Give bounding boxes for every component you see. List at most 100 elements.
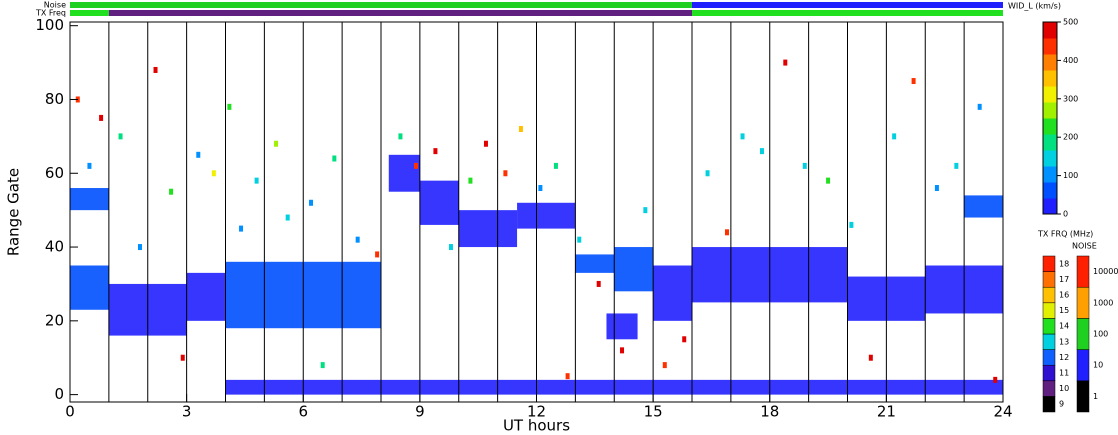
scatter-cell [274, 140, 279, 147]
strip-label: Noise [44, 1, 66, 10]
scale-label: 100 [1093, 330, 1108, 339]
scale-label: 15 [1059, 306, 1069, 315]
scatter-cell [553, 162, 558, 169]
scatter-cell [620, 347, 625, 354]
scatter-cell [783, 59, 788, 66]
scatter-cell [826, 177, 831, 184]
colorbar-cell [1043, 22, 1057, 39]
scatter-cell [483, 140, 488, 147]
colorbar-cell [1043, 182, 1057, 199]
scale-label: 17 [1059, 275, 1069, 284]
colorbar-tick-label: 200 [1063, 133, 1078, 142]
colorbar-cell [1043, 38, 1057, 55]
scatter-cell [375, 251, 380, 258]
scale-cell [1042, 255, 1056, 272]
scale-cell [1042, 333, 1056, 350]
scatter-cell [977, 103, 982, 110]
scale-cell [1042, 302, 1056, 319]
x-tick-label: 0 [65, 403, 75, 421]
scatter-band [653, 265, 692, 321]
scatter-band [575, 254, 615, 273]
scatter-cell [239, 225, 244, 232]
scatter-cell [413, 162, 418, 169]
scatter-cell [849, 221, 854, 228]
scatter-cell [433, 148, 438, 155]
colorbar-tick-label: 0 [1063, 210, 1068, 219]
scatter-cell [196, 151, 201, 158]
colorbar-cell [1043, 102, 1057, 119]
x-tick-label: 24 [993, 403, 1012, 421]
colorbar-title: WID_L (km/s) [1008, 2, 1061, 11]
scatter-band [186, 272, 226, 321]
colorbar-cell [1043, 54, 1057, 71]
scatter-cell [892, 133, 897, 140]
scale-label: 10000 [1093, 267, 1118, 276]
strip-segment [108, 10, 692, 16]
scale-cell [1042, 271, 1056, 288]
scatter-cell [153, 66, 158, 73]
scatter-cell [169, 188, 174, 195]
x-tick-label: 3 [182, 403, 192, 421]
colorbar-cell [1043, 134, 1057, 151]
scatter-cell [180, 354, 185, 361]
strip-segment [692, 2, 1003, 8]
scatter-band [517, 202, 576, 229]
scatter-cell [662, 362, 667, 369]
scale-cell [1076, 318, 1090, 350]
scatter-band [964, 195, 1003, 218]
x-tick-label: 21 [877, 403, 896, 421]
scale-title: NOISE [1072, 242, 1097, 251]
strip-segment [70, 10, 109, 16]
scatter-cell [87, 162, 92, 169]
scatter-cell [802, 162, 807, 169]
strip-segment [692, 10, 1003, 16]
scale-cell [1042, 396, 1056, 413]
scatter-cell [332, 155, 337, 162]
y-tick-label: 100 [35, 16, 64, 34]
colorbar-cell [1043, 118, 1057, 135]
scale-title: TX FRQ (MHz) [1037, 230, 1093, 239]
scale-label: 11 [1059, 369, 1069, 378]
x-tick-label: 15 [644, 403, 663, 421]
strip-label: TX Freq [35, 9, 66, 18]
scatter-cell [911, 78, 916, 85]
scatter-cell [211, 170, 216, 177]
scatter-cell [468, 177, 473, 184]
scale-label: 18 [1059, 259, 1069, 268]
scatter-cell [682, 336, 687, 343]
scatter-cell [643, 207, 648, 214]
scatter-cell [355, 236, 360, 243]
scatter-cell [596, 280, 601, 287]
scatter-cell [868, 354, 873, 361]
scale-cell [1042, 318, 1056, 335]
scale-label: 13 [1059, 337, 1069, 346]
scale-label: 1 [1093, 392, 1098, 401]
colorbar-tick-label: 300 [1063, 94, 1078, 103]
scatter-band [388, 154, 420, 192]
scatter-cell [577, 236, 582, 243]
scatter-cell [398, 133, 403, 140]
scatter-cell [503, 170, 508, 177]
scatter-cell [118, 133, 123, 140]
x-tick-label: 12 [527, 403, 546, 421]
scatter-band [70, 188, 109, 211]
scatter-cell [309, 199, 314, 206]
scatter-cell [993, 376, 998, 383]
scatter-cell [227, 103, 232, 110]
strip-segment [70, 2, 692, 8]
y-tick-label: 60 [45, 164, 64, 182]
scatter-cell [137, 244, 142, 251]
scale-label: 1000 [1093, 298, 1113, 307]
scatter-band [614, 247, 654, 292]
scatter-cell [285, 214, 290, 221]
scatter-cell [724, 229, 729, 236]
scale-label: 14 [1059, 322, 1069, 331]
scale-cell [1076, 349, 1090, 382]
scatter-cell [954, 162, 959, 169]
scatter-cell [518, 125, 523, 132]
colorbar-tick-label: 100 [1063, 171, 1078, 180]
scatter-cell [705, 170, 710, 177]
colorbar-cell [1043, 198, 1057, 215]
